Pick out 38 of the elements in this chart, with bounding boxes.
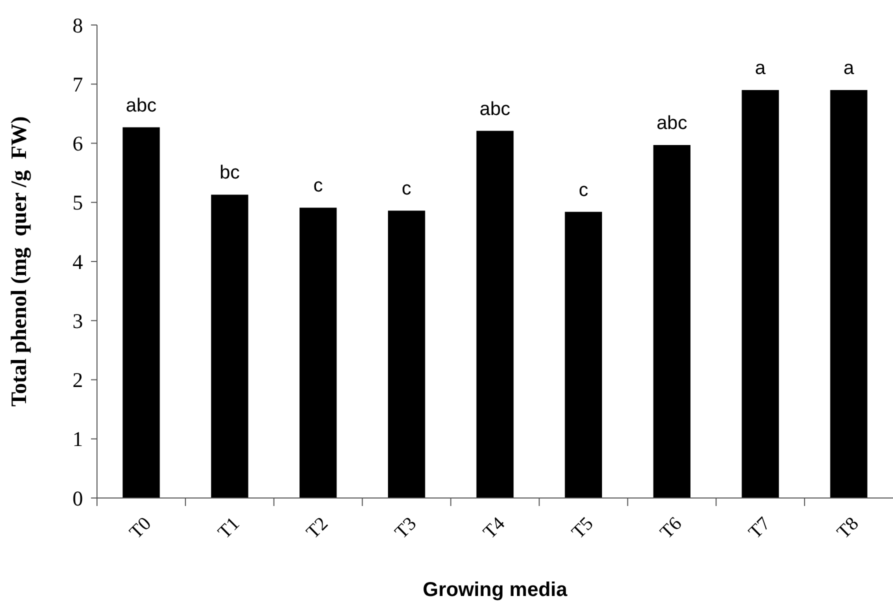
y-axis-title: Total phenol (mg quer /g FW) <box>6 116 31 407</box>
x-tick-label: T0 <box>126 513 156 544</box>
annotation: a <box>755 58 766 80</box>
bar <box>211 194 248 498</box>
annotation: c <box>313 176 323 197</box>
bar <box>564 212 602 498</box>
bar <box>388 210 426 498</box>
annotation: a <box>843 58 854 80</box>
bar <box>742 90 779 498</box>
y-tick-label: 1 <box>72 427 83 452</box>
annotation: bc <box>220 162 240 184</box>
y-tick-label: 6 <box>72 132 83 156</box>
x-tick-label: T4 <box>479 513 510 544</box>
y-tick-label: 4 <box>72 250 84 274</box>
x-tick-label: T1 <box>214 513 244 544</box>
x-tick-label: T2 <box>302 513 332 544</box>
bar <box>653 145 690 498</box>
bar <box>830 90 868 498</box>
x-tick-label: T3 <box>391 513 421 544</box>
y-tick-label: 2 <box>72 368 83 392</box>
annotation: c <box>402 178 412 200</box>
y-tick-label: 0 <box>72 486 83 510</box>
x-tick-label: T5 <box>568 513 598 544</box>
x-tick-label: T8 <box>833 513 864 544</box>
y-tick-label: 7 <box>72 72 83 96</box>
annotation: abc <box>656 113 688 134</box>
bar <box>476 130 514 498</box>
annotation: abc <box>480 98 510 120</box>
annotation: abc <box>126 95 157 116</box>
x-axis-title: Growing media <box>422 579 568 601</box>
bar <box>122 127 160 498</box>
x-tick-label: T6 <box>656 513 686 544</box>
annotation: c <box>578 180 588 201</box>
x-tick-label: T7 <box>744 513 775 544</box>
bar <box>300 208 337 498</box>
y-tick-label: 8 <box>72 13 83 38</box>
y-tick-label: 3 <box>72 308 83 333</box>
y-tick-label: 5 <box>72 190 83 215</box>
